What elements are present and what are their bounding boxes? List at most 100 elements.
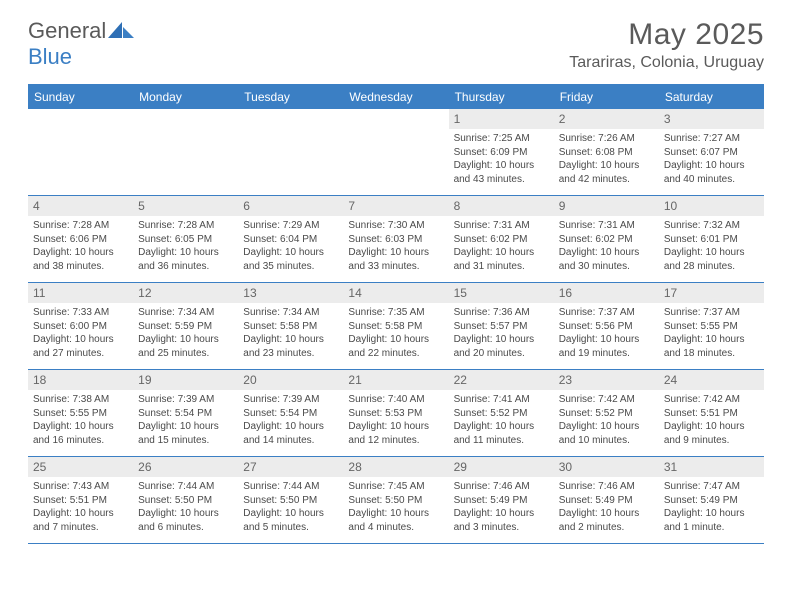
sunset-text: Sunset: 5:51 PM	[33, 494, 128, 508]
calendar-cell: 28Sunrise: 7:45 AMSunset: 5:50 PMDayligh…	[343, 457, 448, 543]
sunset-text: Sunset: 5:54 PM	[138, 407, 233, 421]
sunset-text: Sunset: 6:02 PM	[454, 233, 549, 247]
weekday-header: Tuesday	[238, 85, 343, 109]
day-number: 20	[238, 370, 343, 390]
daylight-text: Daylight: 10 hours and 4 minutes.	[348, 507, 443, 534]
day-number: 23	[554, 370, 659, 390]
calendar-week: 1Sunrise: 7:25 AMSunset: 6:09 PMDaylight…	[28, 109, 764, 196]
sunrise-text: Sunrise: 7:37 AM	[664, 306, 759, 320]
calendar-cell: 31Sunrise: 7:47 AMSunset: 5:49 PMDayligh…	[659, 457, 764, 543]
sunset-text: Sunset: 5:55 PM	[33, 407, 128, 421]
sunrise-text: Sunrise: 7:46 AM	[454, 480, 549, 494]
sunrise-text: Sunrise: 7:25 AM	[454, 132, 549, 146]
daylight-text: Daylight: 10 hours and 16 minutes.	[33, 420, 128, 447]
calendar-cell	[28, 109, 133, 195]
day-number: 16	[554, 283, 659, 303]
sunset-text: Sunset: 6:05 PM	[138, 233, 233, 247]
daylight-text: Daylight: 10 hours and 40 minutes.	[664, 159, 759, 186]
sunset-text: Sunset: 6:00 PM	[33, 320, 128, 334]
day-number: 31	[659, 457, 764, 477]
day-number: 15	[449, 283, 554, 303]
title-block: May 2025 Tarariras, Colonia, Uruguay	[569, 18, 764, 72]
sunrise-text: Sunrise: 7:33 AM	[33, 306, 128, 320]
sunset-text: Sunset: 6:06 PM	[33, 233, 128, 247]
sunrise-text: Sunrise: 7:36 AM	[454, 306, 549, 320]
calendar-cell: 14Sunrise: 7:35 AMSunset: 5:58 PMDayligh…	[343, 283, 448, 369]
daylight-text: Daylight: 10 hours and 6 minutes.	[138, 507, 233, 534]
day-number: 12	[133, 283, 238, 303]
sunrise-text: Sunrise: 7:41 AM	[454, 393, 549, 407]
daylight-text: Daylight: 10 hours and 14 minutes.	[243, 420, 338, 447]
sunset-text: Sunset: 6:04 PM	[243, 233, 338, 247]
calendar-cell	[343, 109, 448, 195]
day-number: 5	[133, 196, 238, 216]
sunrise-text: Sunrise: 7:39 AM	[138, 393, 233, 407]
daylight-text: Daylight: 10 hours and 23 minutes.	[243, 333, 338, 360]
calendar-cell: 25Sunrise: 7:43 AMSunset: 5:51 PMDayligh…	[28, 457, 133, 543]
sunrise-text: Sunrise: 7:45 AM	[348, 480, 443, 494]
sunset-text: Sunset: 5:50 PM	[243, 494, 338, 508]
calendar-cell: 26Sunrise: 7:44 AMSunset: 5:50 PMDayligh…	[133, 457, 238, 543]
sunset-text: Sunset: 5:51 PM	[664, 407, 759, 421]
calendar-cell: 10Sunrise: 7:32 AMSunset: 6:01 PMDayligh…	[659, 196, 764, 282]
sunset-text: Sunset: 6:08 PM	[559, 146, 654, 160]
day-number: 21	[343, 370, 448, 390]
calendar-week: 11Sunrise: 7:33 AMSunset: 6:00 PMDayligh…	[28, 283, 764, 370]
daylight-text: Daylight: 10 hours and 1 minute.	[664, 507, 759, 534]
day-number: 29	[449, 457, 554, 477]
sunrise-text: Sunrise: 7:44 AM	[138, 480, 233, 494]
calendar-cell: 19Sunrise: 7:39 AMSunset: 5:54 PMDayligh…	[133, 370, 238, 456]
weekday-header: Saturday	[659, 85, 764, 109]
day-number: 22	[449, 370, 554, 390]
calendar-cell: 18Sunrise: 7:38 AMSunset: 5:55 PMDayligh…	[28, 370, 133, 456]
calendar-cell: 3Sunrise: 7:27 AMSunset: 6:07 PMDaylight…	[659, 109, 764, 195]
calendar-cell: 16Sunrise: 7:37 AMSunset: 5:56 PMDayligh…	[554, 283, 659, 369]
day-number: 14	[343, 283, 448, 303]
calendar-cell: 24Sunrise: 7:42 AMSunset: 5:51 PMDayligh…	[659, 370, 764, 456]
day-number: 11	[28, 283, 133, 303]
daylight-text: Daylight: 10 hours and 3 minutes.	[454, 507, 549, 534]
weekday-header-row: SundayMondayTuesdayWednesdayThursdayFrid…	[28, 85, 764, 109]
daylight-text: Daylight: 10 hours and 42 minutes.	[559, 159, 654, 186]
sunrise-text: Sunrise: 7:43 AM	[33, 480, 128, 494]
daylight-text: Daylight: 10 hours and 43 minutes.	[454, 159, 549, 186]
logo: GeneralBlue	[28, 18, 134, 70]
day-number: 2	[554, 109, 659, 129]
logo-text: GeneralBlue	[28, 18, 134, 70]
day-number: 4	[28, 196, 133, 216]
day-number: 10	[659, 196, 764, 216]
calendar-cell: 23Sunrise: 7:42 AMSunset: 5:52 PMDayligh…	[554, 370, 659, 456]
calendar-cell: 9Sunrise: 7:31 AMSunset: 6:02 PMDaylight…	[554, 196, 659, 282]
sunset-text: Sunset: 5:49 PM	[559, 494, 654, 508]
sunrise-text: Sunrise: 7:32 AM	[664, 219, 759, 233]
day-number: 27	[238, 457, 343, 477]
day-number: 17	[659, 283, 764, 303]
sunset-text: Sunset: 5:52 PM	[559, 407, 654, 421]
day-number: 26	[133, 457, 238, 477]
calendar-cell: 15Sunrise: 7:36 AMSunset: 5:57 PMDayligh…	[449, 283, 554, 369]
calendar-cell: 13Sunrise: 7:34 AMSunset: 5:58 PMDayligh…	[238, 283, 343, 369]
daylight-text: Daylight: 10 hours and 36 minutes.	[138, 246, 233, 273]
daylight-text: Daylight: 10 hours and 18 minutes.	[664, 333, 759, 360]
calendar-cell: 1Sunrise: 7:25 AMSunset: 6:09 PMDaylight…	[449, 109, 554, 195]
sunrise-text: Sunrise: 7:34 AM	[243, 306, 338, 320]
sunrise-text: Sunrise: 7:31 AM	[559, 219, 654, 233]
sunrise-text: Sunrise: 7:35 AM	[348, 306, 443, 320]
daylight-text: Daylight: 10 hours and 27 minutes.	[33, 333, 128, 360]
sunset-text: Sunset: 5:59 PM	[138, 320, 233, 334]
daylight-text: Daylight: 10 hours and 35 minutes.	[243, 246, 338, 273]
calendar-cell: 6Sunrise: 7:29 AMSunset: 6:04 PMDaylight…	[238, 196, 343, 282]
daylight-text: Daylight: 10 hours and 5 minutes.	[243, 507, 338, 534]
calendar-week: 4Sunrise: 7:28 AMSunset: 6:06 PMDaylight…	[28, 196, 764, 283]
calendar-cell: 21Sunrise: 7:40 AMSunset: 5:53 PMDayligh…	[343, 370, 448, 456]
day-number: 18	[28, 370, 133, 390]
daylight-text: Daylight: 10 hours and 33 minutes.	[348, 246, 443, 273]
daylight-text: Daylight: 10 hours and 2 minutes.	[559, 507, 654, 534]
calendar-cell: 22Sunrise: 7:41 AMSunset: 5:52 PMDayligh…	[449, 370, 554, 456]
sunset-text: Sunset: 5:56 PM	[559, 320, 654, 334]
sunset-text: Sunset: 5:58 PM	[243, 320, 338, 334]
logo-part2: Blue	[28, 44, 72, 69]
calendar-cell: 8Sunrise: 7:31 AMSunset: 6:02 PMDaylight…	[449, 196, 554, 282]
calendar-cell: 27Sunrise: 7:44 AMSunset: 5:50 PMDayligh…	[238, 457, 343, 543]
sunset-text: Sunset: 5:54 PM	[243, 407, 338, 421]
